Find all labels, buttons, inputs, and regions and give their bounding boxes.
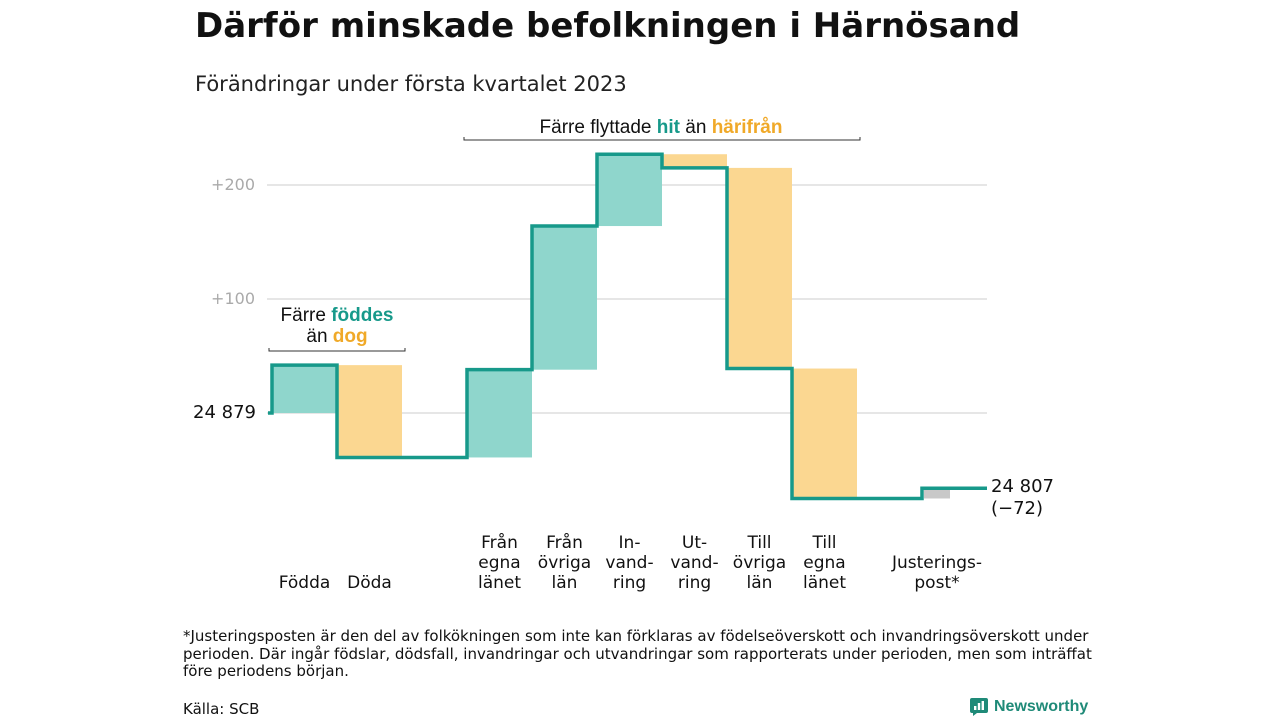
labels: +200 +100 24 879 24 807 (−72)	[193, 175, 1054, 519]
bar-3	[532, 226, 597, 370]
bar-7	[792, 368, 857, 499]
bar-0	[272, 365, 337, 413]
category-label-line: övriga	[538, 553, 591, 573]
end-value-label: 24 807	[991, 476, 1054, 497]
brand-name: Newsworthy	[994, 698, 1089, 715]
category-label-line: Födda	[279, 573, 331, 593]
annotation-births-line2: än dog	[306, 326, 367, 347]
bar-4	[597, 154, 662, 227]
start-value-label: 24 879	[193, 402, 256, 423]
annotations: Färre föddes än dog Färre flyttade hit ä…	[268, 117, 861, 352]
category-label-line: övriga	[733, 553, 786, 573]
category-label-8: Justerings-post*	[891, 553, 982, 593]
bar-1	[337, 365, 402, 458]
category-label-line: Från	[481, 532, 518, 553]
brand-logo: Newsworthy	[969, 697, 1088, 717]
category-label-line: egna	[478, 553, 520, 573]
category-label-line: ring	[613, 573, 646, 593]
y-tick-label-100: +100	[211, 289, 255, 308]
category-label-line: ring	[678, 573, 711, 593]
category-label-line: länet	[803, 573, 846, 593]
category-label-line: Till	[811, 533, 836, 553]
category-label-line: egna	[803, 553, 845, 573]
bars	[272, 154, 950, 499]
category-label-4: In-vand-ring	[605, 533, 653, 593]
change-label: (−72)	[991, 498, 1043, 519]
category-label-0: Födda	[279, 573, 331, 593]
category-label-line: länet	[478, 573, 521, 593]
newsworthy-logo-icon	[970, 698, 988, 716]
chart-subtitle: Förändringar under första kvartalet 2023	[195, 72, 627, 96]
category-label-1: Döda	[347, 573, 392, 593]
category-label-3: Från övriga län	[538, 532, 591, 593]
category-label-line: Till	[746, 533, 771, 553]
category-label-line: Från	[546, 532, 583, 553]
category-label-5: Ut-vand-ring	[670, 533, 718, 593]
y-tick-label-200: +200	[211, 175, 255, 194]
bar-6	[727, 167, 792, 369]
category-label-2: Från egna länet	[478, 532, 521, 593]
category-label-line: län	[552, 573, 578, 593]
chart-title: Därför minskade befolkningen i Härnösand	[195, 6, 1021, 46]
category-label-7: Till egna länet	[803, 533, 846, 593]
category-label-line: Justerings-	[891, 553, 982, 573]
bar-5	[662, 154, 727, 168]
source-label: Källa: SCB	[183, 700, 260, 718]
footnote: *Justeringsposten är den del av folkökni…	[183, 627, 1092, 680]
category-label-line: Döda	[347, 573, 392, 593]
category-label-line: vand-	[605, 553, 653, 573]
waterfall-chart: Färre föddes än dog Färre flyttade hit ä…	[193, 117, 1054, 593]
category-label-6: Till övriga län	[733, 533, 786, 593]
bar-8	[924, 488, 950, 499]
annotation-births-line1: Färre föddes	[281, 305, 394, 326]
annotation-moves: Färre flyttade hit än härifrån	[540, 117, 783, 138]
category-label-line: Ut-	[682, 533, 707, 553]
category-label-line: post*	[914, 573, 959, 593]
cumulative-line-path	[268, 152, 987, 501]
cumulative-line	[268, 152, 987, 501]
category-label-line: In-	[619, 533, 641, 553]
category-label-line: län	[747, 573, 773, 593]
bar-2	[467, 369, 532, 458]
category-label-line: vand-	[670, 553, 718, 573]
annotation-births-bracket	[268, 348, 406, 352]
annotation-moves-bracket	[463, 137, 861, 141]
